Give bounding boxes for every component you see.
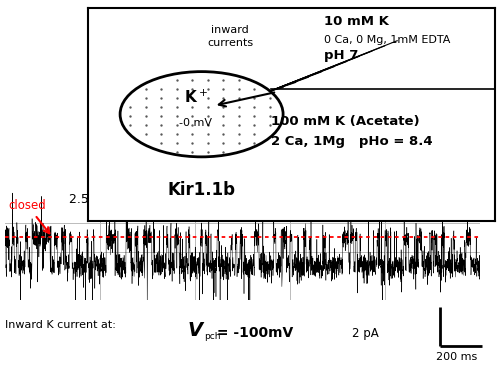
Text: closed: closed <box>8 199 50 233</box>
Text: -0 mV: -0 mV <box>179 118 212 128</box>
Text: K$^+$: K$^+$ <box>184 88 208 106</box>
Text: currents: currents <box>207 38 253 48</box>
Text: 2.5 pA: 2.5 pA <box>69 193 110 206</box>
Text: 0 Ca, 0 Mg, 1mM EDTA: 0 Ca, 0 Mg, 1mM EDTA <box>324 35 450 45</box>
Text: pch: pch <box>204 332 220 341</box>
Text: 100 mM K (Acetate): 100 mM K (Acetate) <box>271 115 420 128</box>
Text: = -100mV: = -100mV <box>212 326 294 340</box>
Text: 200 ms: 200 ms <box>436 352 478 362</box>
Text: Kir1.1b: Kir1.1b <box>168 181 235 199</box>
Text: pH 7: pH 7 <box>324 49 358 62</box>
Text: 2 Ca, 1Mg   pHo = 8.4: 2 Ca, 1Mg pHo = 8.4 <box>271 135 432 148</box>
Text: Inward K current at:: Inward K current at: <box>5 320 119 330</box>
Circle shape <box>120 71 283 157</box>
Text: 10 mM K: 10 mM K <box>324 15 388 28</box>
Text: 2 pA: 2 pA <box>352 327 380 340</box>
Text: V: V <box>188 321 202 340</box>
Text: inward: inward <box>211 25 249 35</box>
